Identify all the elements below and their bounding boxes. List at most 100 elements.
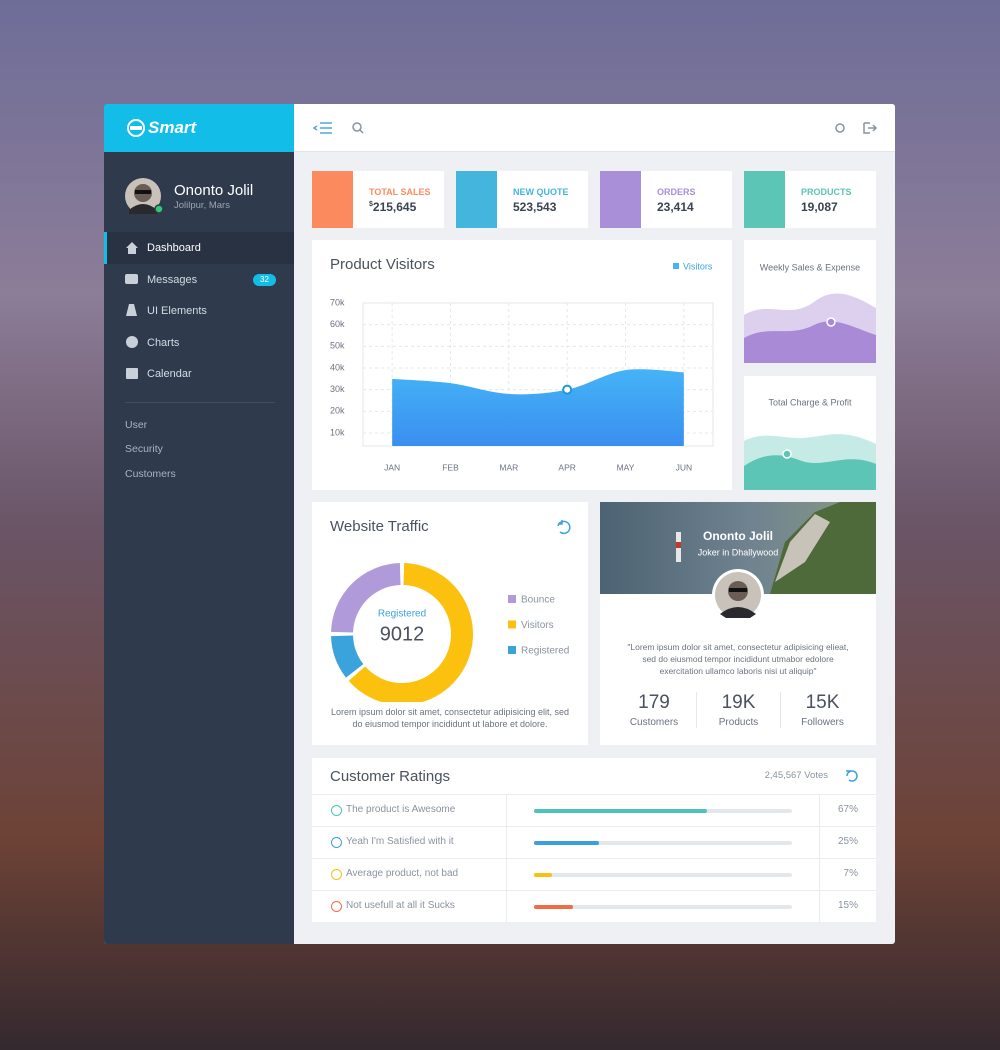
nav-item[interactable]: UI Elements: [147, 305, 207, 317]
rating-emoji: [331, 901, 342, 912]
stat-card[interactable]: NEW QUOTE 523,543: [456, 171, 588, 228]
rating-label: The product is Awesome: [346, 804, 456, 815]
legend-label: Bounce: [521, 595, 555, 606]
donut-segment: [331, 563, 401, 633]
avatar[interactable]: [124, 176, 166, 218]
stat-number: 179: [638, 692, 670, 713]
mini-title: Weekly Sales & Expense: [760, 262, 860, 272]
divider: [125, 402, 275, 403]
y-tick-label: 40k: [330, 362, 345, 372]
profile-stat: 179 Customers: [612, 692, 696, 728]
stat-icon: [600, 171, 641, 228]
col-line: [506, 795, 507, 827]
profile-card: Ononto Jolil Joker in Dhallywood "Lorem …: [600, 502, 876, 745]
stat-number: 15K: [805, 692, 840, 713]
nav-item[interactable]: Messages: [147, 274, 198, 286]
top-bar: [294, 104, 895, 152]
bar: [534, 873, 553, 877]
donut-segment: [348, 563, 473, 702]
stat-card[interactable]: TOTAL SALES $215,645: [312, 171, 444, 228]
wave: [744, 321, 876, 363]
rating-label: Average product, not bad: [346, 868, 459, 879]
bar: [534, 905, 573, 909]
bar: [534, 809, 707, 813]
center-value: 9012: [380, 623, 425, 645]
value-label: 67%: [837, 804, 858, 815]
ratings-panel: Customer Ratings 2,45,567 Votes The prod…: [312, 758, 876, 923]
legend-label: Visitors: [521, 620, 554, 631]
side-link[interactable]: User: [125, 419, 148, 431]
center-label: Registered: [378, 609, 426, 620]
y-tick-label: 60k: [330, 319, 345, 329]
brand-icon: [127, 119, 145, 137]
user-location: Jolilpur, Mars: [174, 200, 230, 211]
rating-row: Yeah I'm Satisfied with it 25%: [312, 826, 876, 859]
panel-title: Product Visitors: [330, 256, 435, 273]
rating-label: Not usefull at all it Sucks: [346, 900, 455, 911]
x-tick-label: FEB: [442, 462, 459, 472]
legend-label: Visitors: [683, 261, 713, 271]
col-line: [506, 891, 507, 923]
side-link[interactable]: Security: [125, 443, 163, 455]
side-link[interactable]: Customers: [125, 468, 176, 480]
y-tick-label: 50k: [330, 341, 345, 351]
wave-marker: [826, 317, 836, 327]
settings-icons[interactable]: [834, 120, 884, 136]
bar-track: [534, 841, 792, 845]
point-marker: [562, 384, 573, 395]
mini-title: Total Charge & Profit: [768, 397, 852, 407]
nav-icons: [125, 242, 138, 379]
area: [392, 369, 684, 446]
rating-emoji: [331, 805, 342, 816]
user-name: Ononto Jolil: [174, 182, 254, 199]
stat-value: 19,087: [801, 200, 838, 214]
stat-card[interactable]: PRODUCTS 19,087: [744, 171, 876, 228]
mini-chart: Weekly Sales & Expense: [744, 240, 876, 363]
legend-swatch: [508, 620, 516, 629]
stat-label: TOTAL SALES: [369, 187, 431, 197]
wave: [744, 455, 876, 490]
mini-chart: Total Charge & Profit: [744, 376, 876, 490]
col-line: [819, 827, 820, 859]
badge: 32: [253, 274, 276, 286]
nav-item[interactable]: Calendar: [147, 368, 192, 380]
stat-card[interactable]: ORDERS 23,414: [600, 171, 732, 228]
wave-marker: [782, 449, 792, 459]
y-tick-label: 10k: [330, 427, 345, 437]
value-label: 15%: [837, 900, 858, 911]
currency: $: [369, 201, 373, 208]
rating-label: Yeah I'm Satisfied with it: [346, 836, 454, 847]
caption: Lorem ipsum dolor sit amet, consectetur …: [330, 707, 570, 729]
bar: [534, 841, 599, 845]
legend-swatch: [508, 595, 516, 603]
stat-label: NEW QUOTE: [513, 187, 569, 197]
toolbar-icons[interactable]: [312, 120, 372, 136]
legend-swatch: [508, 646, 516, 654]
profile-stat: 19K Products: [696, 692, 780, 728]
col-line: [819, 891, 820, 923]
x-tick-label: JUN: [676, 462, 693, 472]
donut-chart: Website Traffic Bounce Visitors Registered…: [330, 518, 571, 702]
x-tick-label: MAR: [499, 462, 518, 472]
stat-caption: Products: [718, 717, 759, 728]
stat-number: 19K: [721, 692, 756, 713]
rating-emoji: [331, 869, 342, 880]
stat-label: ORDERS: [657, 187, 696, 197]
refresh-icon[interactable]: [557, 520, 571, 535]
y-tick-label: 20k: [330, 406, 345, 416]
rating-row: Not usefull at all it Sucks 15%: [312, 890, 876, 923]
value-label: 25%: [837, 836, 858, 847]
quote: "Lorem ipsum dolor sit amet, consectetur…: [627, 642, 849, 676]
nav-item[interactable]: Charts: [147, 337, 180, 349]
profile-subtitle: Joker in Dhallywood: [698, 547, 779, 557]
y-tick-label: 70k: [330, 297, 345, 307]
col-line: [506, 859, 507, 891]
stat-icon: [312, 171, 353, 228]
donut-segment: [331, 635, 364, 678]
bar-track: [534, 905, 792, 909]
stat-icon: [744, 171, 785, 228]
stat-number: 215,645: [372, 200, 417, 214]
refresh-icon[interactable]: [844, 768, 860, 784]
legend-swatch: [673, 263, 679, 269]
